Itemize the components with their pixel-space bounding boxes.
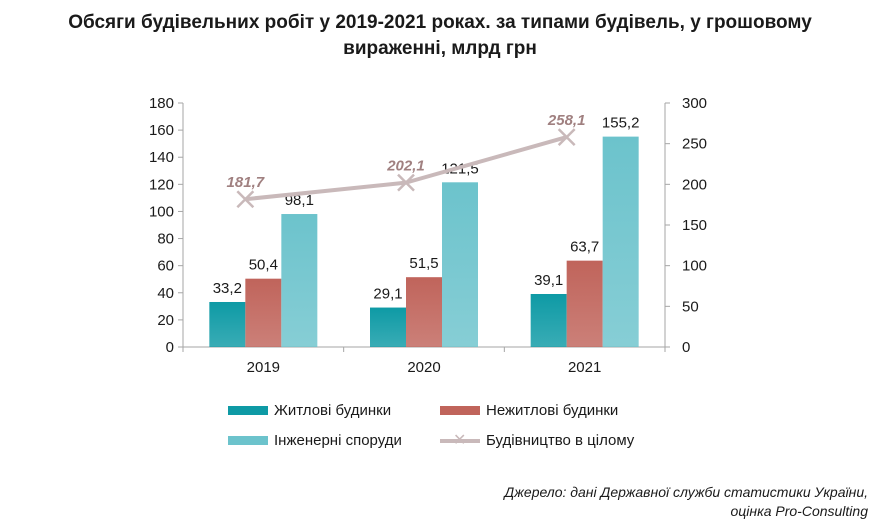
bar-data-label: 63,7 bbox=[570, 239, 599, 256]
right-axis-tick-label: 150 bbox=[682, 217, 707, 234]
legend-item-residential: Житлові будинки bbox=[228, 402, 391, 419]
legend-swatch-total: ✕ bbox=[440, 432, 480, 449]
bar-nonresidential bbox=[566, 260, 603, 347]
legend-swatch-nonresidential bbox=[440, 406, 480, 415]
bar-data-label: 50,4 bbox=[249, 257, 278, 274]
legend-label-total: Будівництво в цілому bbox=[486, 432, 635, 449]
left-axis-tick-label: 140 bbox=[149, 149, 174, 166]
left-axis-tick-label: 0 bbox=[166, 339, 174, 356]
source-line-1: Джерело: дані Державної служби статистик… bbox=[504, 484, 868, 500]
legend-label-residential: Житлові будинки bbox=[274, 402, 392, 419]
bar-residential bbox=[530, 293, 567, 347]
bar-nonresidential bbox=[245, 278, 282, 347]
right-axis-tick-label: 200 bbox=[682, 176, 707, 193]
bar-engineering bbox=[442, 182, 478, 347]
legend-swatch-engineering bbox=[228, 436, 268, 445]
right-axis-tick-label: 100 bbox=[682, 258, 707, 275]
source-note: Джерело: дані Державної служби статистик… bbox=[504, 483, 868, 521]
left-axis-tick-label: 180 bbox=[149, 95, 174, 112]
left-axis-tick-label: 40 bbox=[157, 285, 174, 302]
right-axis-tick-label: 250 bbox=[682, 136, 707, 153]
legend-label-nonresidential: Нежитлові будинки bbox=[486, 402, 619, 419]
total-data-label: 202,1 bbox=[386, 158, 425, 175]
chart-title-line-1: Обсяги будівельних робіт у 2019-2021 рок… bbox=[68, 12, 812, 33]
total-series-marker bbox=[557, 128, 576, 146]
right-axis-tick-label: 0 bbox=[682, 339, 690, 356]
bar-residential bbox=[370, 307, 406, 347]
total-series-marker bbox=[236, 190, 255, 209]
left-axis-tick-label: 60 bbox=[157, 258, 174, 275]
left-axis-tick-label: 100 bbox=[149, 203, 174, 220]
legend-item-nonresidential: Нежитлові будинки bbox=[440, 402, 618, 419]
bar-data-label: 39,1 bbox=[534, 272, 563, 289]
legend-item-engineering: Інженерні споруди bbox=[228, 432, 402, 449]
x-axis-tick-label: 2020 bbox=[407, 359, 440, 376]
chart-title-line-2: вираженні, млрд грн bbox=[343, 38, 537, 59]
legend-item-total: ✕ Будівництво в цілому bbox=[440, 432, 634, 449]
legend-label-engineering: Інженерні споруди bbox=[274, 432, 402, 449]
left-axis-tick-label: 160 bbox=[149, 122, 174, 139]
bar-engineering bbox=[602, 136, 639, 347]
source-line-2: оцінка Pro-Consulting bbox=[730, 503, 869, 519]
total-data-label: 181,7 bbox=[227, 174, 265, 191]
x-axis-tick-label: 2019 bbox=[247, 359, 280, 376]
bar-residential bbox=[209, 301, 246, 347]
combo-chart: 0 20 40 60 80 100 120 140 160 180 0 50 100 150 200 250 3… bbox=[149, 95, 707, 376]
bar-data-label: 29,1 bbox=[373, 286, 402, 303]
chart-title: Обсяги будівельних робіт у 2019-2021 рок… bbox=[0, 10, 880, 62]
legend-swatch-residential bbox=[228, 406, 268, 415]
left-axis-tick-label: 20 bbox=[157, 312, 174, 329]
total-data-label: 258,1 bbox=[547, 112, 586, 129]
bar-data-label: 51,5 bbox=[409, 255, 438, 272]
bar-engineering bbox=[281, 214, 318, 347]
bar-data-label: 155,2 bbox=[602, 115, 640, 132]
bar-data-label: 33,2 bbox=[213, 280, 242, 297]
bar-nonresidential bbox=[406, 277, 442, 347]
right-axis-tick-label: 50 bbox=[682, 298, 699, 315]
left-axis-tick-label: 80 bbox=[157, 231, 174, 248]
right-axis-tick-label: 300 bbox=[682, 95, 707, 112]
total-series-marker bbox=[397, 173, 415, 192]
x-axis-tick-label: 2021 bbox=[568, 359, 601, 376]
left-axis-tick-label: 120 bbox=[149, 176, 174, 193]
